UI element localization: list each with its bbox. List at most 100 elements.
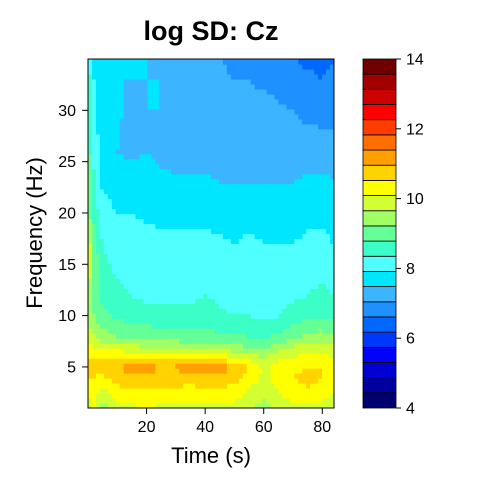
heatmap-cell bbox=[270, 103, 276, 110]
heatmap-cell bbox=[203, 278, 208, 284]
heatmap-cell bbox=[191, 173, 196, 180]
heatmap-cell bbox=[95, 138, 101, 145]
heatmap-cell bbox=[250, 348, 256, 354]
heatmap-cell bbox=[119, 108, 125, 115]
heatmap-cell bbox=[211, 233, 216, 240]
heatmap-cell bbox=[230, 173, 236, 180]
heatmap-cell bbox=[179, 88, 184, 95]
heatmap-cell bbox=[119, 363, 125, 369]
heatmap-cell bbox=[298, 298, 303, 304]
heatmap-cell bbox=[159, 103, 164, 110]
heatmap-cell bbox=[95, 223, 101, 230]
heatmap-cell bbox=[107, 183, 113, 190]
heatmap-cell bbox=[159, 383, 164, 389]
colorbar-swatch bbox=[362, 377, 397, 394]
heatmap-cell bbox=[175, 128, 180, 135]
heatmap-cell bbox=[314, 213, 319, 220]
heatmap-cell bbox=[99, 293, 105, 299]
heatmap-cell bbox=[270, 388, 276, 394]
heatmap-cell bbox=[322, 178, 327, 185]
heatmap-cell bbox=[143, 248, 149, 255]
heatmap-cell bbox=[270, 118, 276, 125]
heatmap-cell bbox=[242, 303, 248, 309]
heatmap-cell bbox=[107, 243, 113, 250]
heatmap-cell bbox=[246, 178, 252, 185]
heatmap-cell bbox=[115, 183, 121, 190]
heatmap-cell bbox=[199, 348, 204, 354]
heatmap-cell bbox=[226, 118, 232, 125]
heatmap-cell bbox=[123, 348, 129, 354]
heatmap-cell bbox=[99, 148, 105, 155]
heatmap-cell bbox=[246, 318, 252, 324]
heatmap-cell bbox=[290, 268, 295, 274]
heatmap-cell bbox=[262, 248, 268, 255]
heatmap-cell bbox=[254, 118, 260, 125]
heatmap-cell bbox=[290, 388, 295, 394]
heatmap-cell bbox=[218, 208, 224, 215]
heatmap-cell bbox=[187, 108, 192, 115]
heatmap-cell bbox=[270, 238, 276, 245]
heatmap-cell bbox=[298, 108, 303, 115]
heatmap-cell bbox=[214, 378, 220, 384]
heatmap-cell bbox=[195, 188, 200, 195]
heatmap-cell bbox=[95, 183, 101, 190]
heatmap-cell bbox=[230, 388, 236, 394]
heatmap-cell bbox=[88, 253, 93, 260]
heatmap-cell bbox=[258, 168, 264, 175]
heatmap-cell bbox=[135, 273, 141, 279]
heatmap-cell bbox=[95, 188, 101, 195]
colorbar-swatch bbox=[362, 271, 397, 287]
heatmap-cell bbox=[322, 288, 327, 294]
heatmap-cell bbox=[290, 108, 295, 115]
heatmap-cell bbox=[123, 373, 129, 379]
heatmap-cell bbox=[254, 283, 260, 289]
heatmap-cell bbox=[258, 88, 264, 95]
heatmap-cell bbox=[131, 328, 137, 334]
heatmap-cell bbox=[163, 383, 168, 389]
heatmap-cell bbox=[99, 368, 105, 374]
heatmap-cell bbox=[175, 123, 180, 130]
heatmap-cell bbox=[258, 83, 264, 90]
heatmap-cell bbox=[175, 148, 180, 155]
heatmap-cell bbox=[270, 268, 276, 274]
heatmap-cell bbox=[286, 273, 291, 279]
heatmap-cell bbox=[151, 143, 157, 150]
heatmap-cell bbox=[147, 63, 153, 70]
heatmap-cell bbox=[167, 283, 172, 289]
heatmap-cell bbox=[322, 168, 327, 175]
heatmap-cell bbox=[238, 268, 244, 274]
heatmap-cell bbox=[115, 313, 121, 319]
heatmap-cell bbox=[258, 258, 264, 265]
heatmap-cell bbox=[155, 353, 161, 359]
heatmap-cell bbox=[115, 188, 121, 195]
heatmap-cell bbox=[187, 323, 192, 329]
heatmap-cell bbox=[238, 348, 244, 354]
heatmap-cell bbox=[298, 198, 303, 205]
heatmap-cell bbox=[135, 308, 141, 314]
heatmap-cell bbox=[111, 213, 117, 220]
heatmap-cell bbox=[226, 188, 232, 195]
heatmap-cell bbox=[234, 233, 240, 240]
heatmap-cell bbox=[262, 93, 268, 100]
heatmap-cell bbox=[330, 378, 334, 384]
heatmap-cell bbox=[119, 278, 125, 284]
heatmap-cell bbox=[306, 248, 311, 255]
heatmap-cell bbox=[123, 223, 129, 230]
heatmap-cell bbox=[234, 258, 240, 265]
heatmap-cell bbox=[187, 158, 192, 165]
heatmap-cell bbox=[218, 88, 224, 95]
heatmap-cell bbox=[195, 148, 200, 155]
heatmap-cell bbox=[195, 168, 200, 175]
heatmap-cell bbox=[250, 133, 256, 140]
heatmap-cell bbox=[199, 213, 204, 220]
heatmap-cell bbox=[203, 193, 208, 200]
heatmap-cell bbox=[167, 208, 172, 215]
heatmap-cell bbox=[262, 338, 268, 344]
heatmap-cell bbox=[310, 263, 315, 269]
heatmap-cell bbox=[282, 208, 287, 215]
heatmap-cell bbox=[107, 278, 113, 284]
heatmap-cell bbox=[123, 303, 129, 309]
heatmap-cell bbox=[119, 148, 125, 155]
heatmap-cell bbox=[258, 188, 264, 195]
